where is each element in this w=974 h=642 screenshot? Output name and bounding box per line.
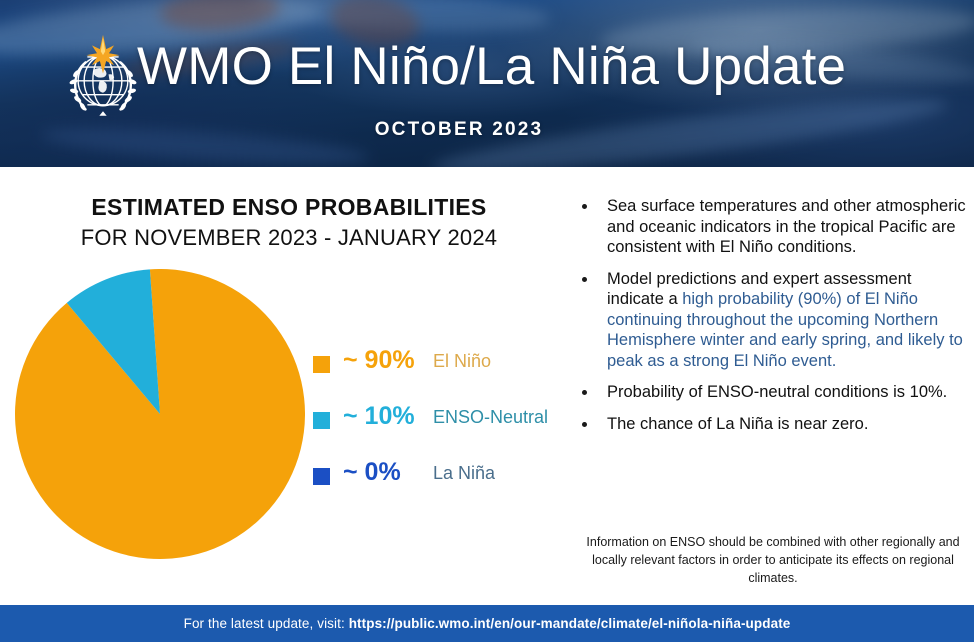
- list-item: Sea surface temperatures and other atmos…: [578, 196, 966, 258]
- legend-swatch-la-nina: [313, 468, 330, 485]
- bullet-text-1: Sea surface temperatures and other atmos…: [607, 197, 966, 256]
- legend-item-la-nina: ~ 0% La Niña: [313, 458, 563, 518]
- footer-bar: For the latest update, visit: https://pu…: [0, 605, 974, 642]
- footer-prefix: For the latest update, visit:: [183, 616, 349, 631]
- summary-bullet-list: Sea surface temperatures and other atmos…: [578, 196, 966, 445]
- pie-slice-el-nino: [15, 268, 306, 559]
- header-banner: WMO El Niño/La Niña Update OCTOBER 2023: [0, 0, 974, 167]
- pie-slice-enso-neutral: [66, 269, 160, 414]
- chart-title-line-1: ESTIMATED ENSO PROBABILITIES: [91, 194, 487, 220]
- legend-swatch-enso-neutral: [313, 412, 330, 429]
- bullet-dot-icon: [582, 276, 587, 282]
- legend-label-enso-neutral: ENSO-Neutral: [433, 407, 549, 427]
- issue-date: OCTOBER 2023: [374, 119, 544, 140]
- bullet-dot-icon: [582, 421, 587, 427]
- footer-url-link[interactable]: https://public.wmo.int/en/our-mandate/cl…: [348, 616, 791, 631]
- bullet-text-4: The chance of La Niña is near zero.: [607, 414, 869, 433]
- legend-label-la-nina: La Niña: [433, 463, 496, 483]
- legend-label-el-nino: El Niño: [433, 351, 492, 371]
- footer-text: For the latest update, visit: https://pu…: [184, 616, 791, 631]
- legend-item-el-nino: ~ 90% El Niño: [313, 346, 563, 406]
- footnote-text: Information on ENSO should be combined w…: [586, 535, 960, 585]
- enso-probability-pie-chart: [15, 268, 306, 559]
- legend-percent-el-nino: ~ 90%: [343, 346, 415, 374]
- chart-title: ESTIMATED ENSO PROBABILITIES FOR NOVEMBE…: [24, 192, 554, 253]
- compass-star-icon: [86, 34, 120, 74]
- legend-item-enso-neutral: ~ 10% ENSO-Neutral: [313, 402, 563, 462]
- legend-swatch-el-nino: [313, 356, 330, 373]
- wmo-logo-icon: [69, 34, 137, 116]
- bullet-dot-icon: [582, 204, 587, 209]
- pie-legend: ~ 90% El Niño ~ 10% ENSO-Neutral ~ 0% La…: [313, 346, 563, 518]
- bullet-text-2: Model predictions and expert assessment …: [607, 269, 912, 309]
- chart-title-line-2: FOR NOVEMBER 2023 - JANUARY 2024: [80, 225, 498, 250]
- bullet-dot-icon: [582, 390, 587, 395]
- page-title: WMO El Niño/La Niña Update: [137, 37, 847, 96]
- list-item: Probability of ENSO-neutral conditions i…: [578, 382, 966, 403]
- list-item: Model predictions and expert assessment …: [578, 269, 966, 372]
- legend-percent-enso-neutral: ~ 10%: [343, 402, 415, 430]
- pie-svg: [15, 268, 306, 559]
- legend-percent-la-nina: ~ 0%: [343, 458, 401, 486]
- list-item: The chance of La Niña is near zero.: [578, 414, 966, 435]
- bullet-text-3: Probability of ENSO-neutral conditions i…: [607, 383, 948, 401]
- bullet-highlight-2: high probability (90%) of El Niño contin…: [607, 290, 963, 370]
